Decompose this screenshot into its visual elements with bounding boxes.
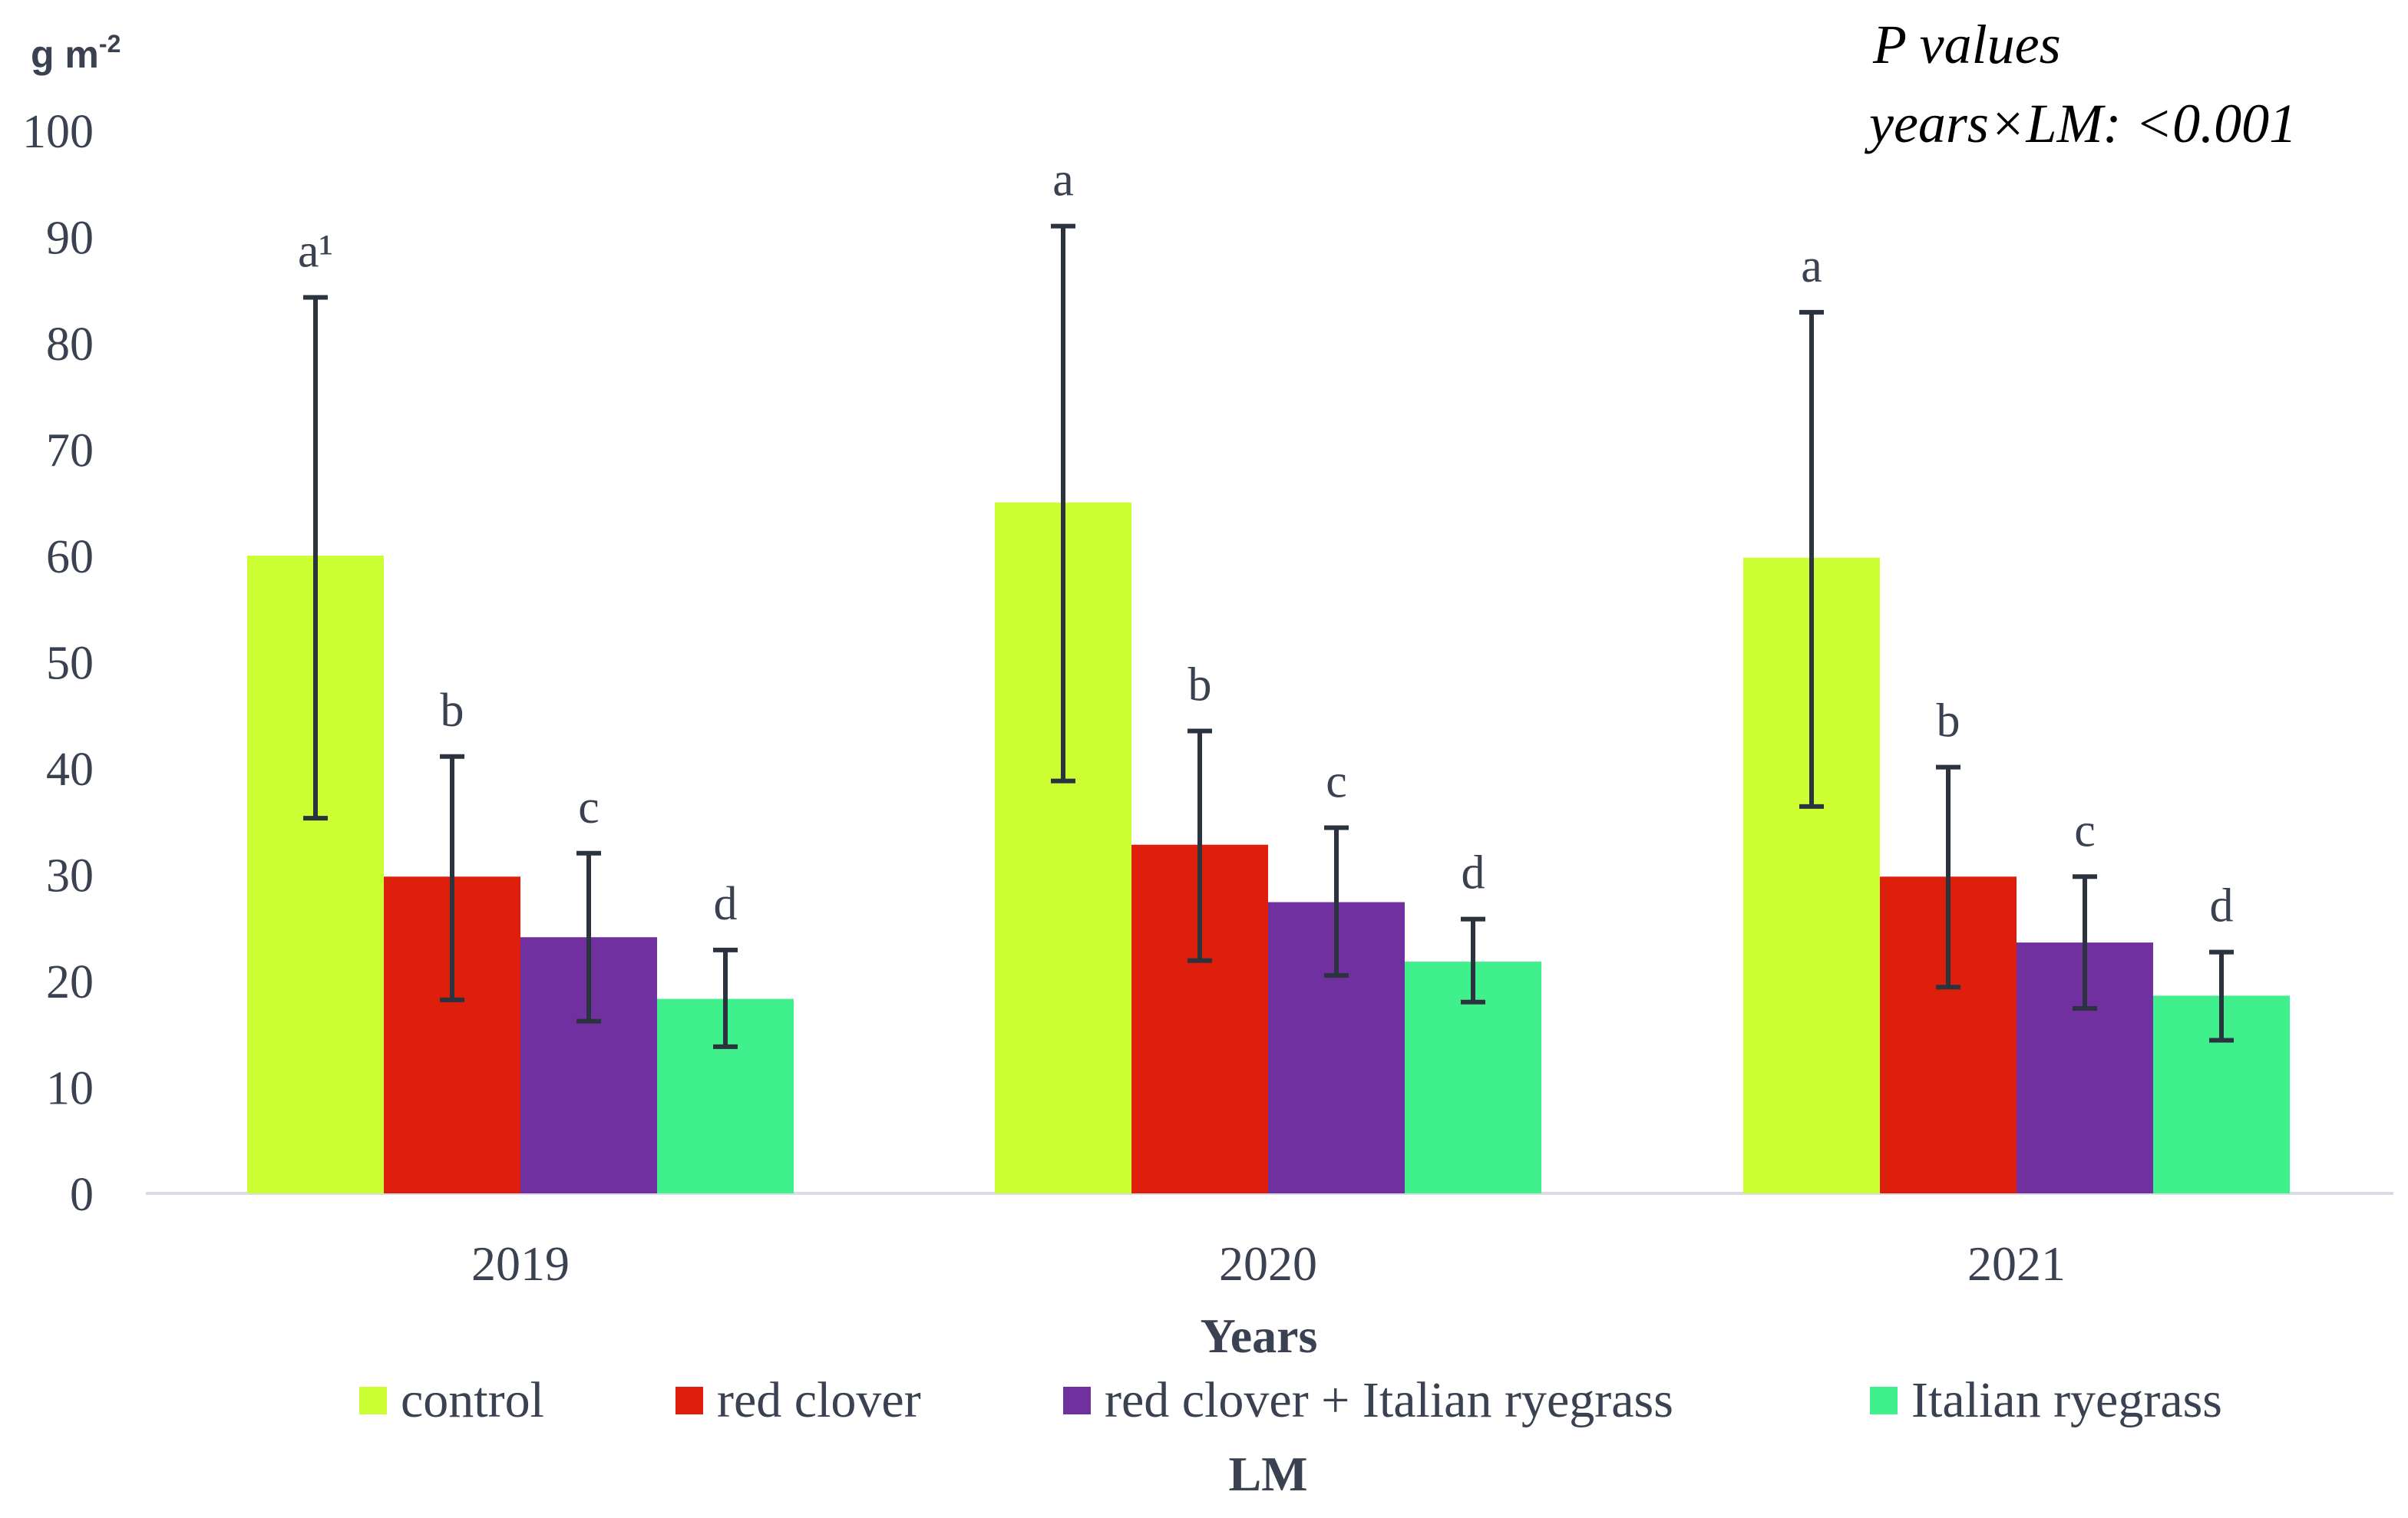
significance-letter: b xyxy=(1937,695,1960,747)
significance-letter: d xyxy=(714,878,738,930)
legend-swatch xyxy=(1063,1387,1091,1414)
significance-letter: c xyxy=(1326,756,1347,808)
significance-letter: a xyxy=(1052,154,1074,206)
bars: a¹ a a b b b c c c d d d xyxy=(247,154,2290,1193)
y-tick-label: 100 xyxy=(22,106,94,158)
significance-letter: a xyxy=(1801,240,1822,292)
x-tick-label: 2021 xyxy=(1967,1236,2066,1291)
p-values-title: P values xyxy=(1872,14,2061,75)
significance-letter: b xyxy=(1188,659,1212,711)
x-tick-label: 2020 xyxy=(1219,1236,1317,1291)
significance-letter: c xyxy=(578,781,600,833)
x-tick-label: 2019 xyxy=(471,1236,570,1291)
x-axis-title: Years xyxy=(1201,1308,1318,1363)
significance-letter: d xyxy=(2210,880,2234,932)
legend-label: Italian ryegrass xyxy=(1911,1372,2222,1428)
significance-letter: c xyxy=(2074,804,2096,856)
y-axis-ticks: 0 10 20 30 40 50 60 70 80 90 100 xyxy=(22,106,94,1221)
legend-swatch xyxy=(1870,1387,1898,1414)
y-axis-label: g m-2 xyxy=(31,30,121,76)
significance-letter: d xyxy=(1462,847,1485,899)
y-tick-label: 30 xyxy=(46,850,94,903)
y-tick-label: 0 xyxy=(70,1169,94,1221)
x-axis-ticks: 2019 2020 2021 xyxy=(471,1236,2066,1291)
legend-title: LM xyxy=(1228,1447,1307,1501)
y-tick-label: 10 xyxy=(46,1063,94,1115)
y-tick-label: 90 xyxy=(46,213,94,265)
y-tick-label: 80 xyxy=(46,318,94,371)
legend-swatch xyxy=(675,1387,703,1414)
significance-letter: a¹ xyxy=(298,225,333,277)
legend-label: red clover + Italian ryegrass xyxy=(1105,1372,1673,1428)
legend: control red clover red clover + Italian ry… xyxy=(359,1372,2222,1428)
legend-label: red clover xyxy=(717,1372,921,1428)
legend-swatch xyxy=(359,1387,387,1414)
p-values-line: years×LM: <0.001 xyxy=(1864,93,2297,154)
y-tick-label: 40 xyxy=(46,744,94,796)
y-tick-label: 20 xyxy=(46,956,94,1008)
y-tick-label: 50 xyxy=(46,638,94,690)
y-tick-label: 60 xyxy=(46,531,94,583)
y-tick-label: 70 xyxy=(46,425,94,477)
legend-label: control xyxy=(401,1372,544,1428)
significance-letter: b xyxy=(441,685,464,737)
